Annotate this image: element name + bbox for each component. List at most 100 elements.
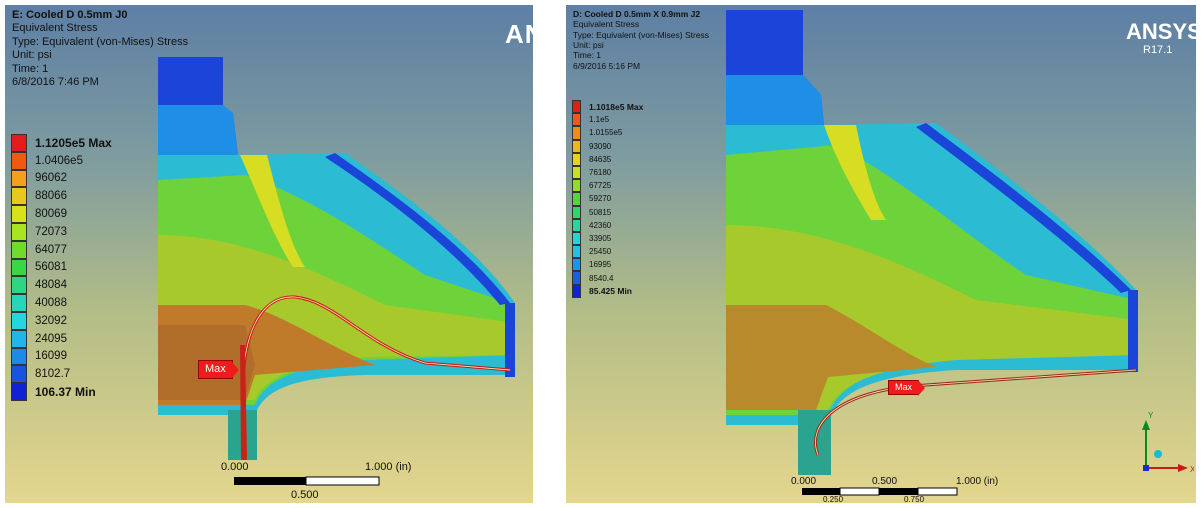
legend-label: 1.1e5 — [589, 115, 610, 125]
result-quantity: Equivalent Stress — [573, 19, 640, 30]
result-header: D: Cooled D 0.5mm X 0.9mm J2 Equivalent … — [573, 9, 709, 71]
legend-swatch — [11, 329, 27, 348]
scale-zero-label: 0.000 — [221, 461, 249, 473]
legend-entry: 25450 — [572, 245, 643, 259]
legend-label: 67725 — [589, 181, 612, 191]
legend-swatch — [11, 222, 27, 241]
scale-bar — [802, 487, 958, 496]
legend-swatch — [11, 151, 27, 170]
legend-swatch — [11, 383, 27, 401]
result-timestamp: 6/9/2016 5:16 PM — [573, 60, 641, 71]
max-probe-label[interactable]: Max — [888, 380, 920, 395]
legend-entry: 84635 — [572, 152, 643, 166]
legend-entry: 24095 — [11, 329, 112, 348]
legend-entry: 64077 — [11, 240, 112, 259]
legend-entry: 16995 — [572, 258, 643, 272]
result-unit: Unit: psi — [12, 49, 52, 62]
legend-entry: 50815 — [572, 205, 643, 219]
scale-end-label: 1.000 (in) — [365, 461, 412, 473]
legend-label: 42360 — [589, 220, 612, 230]
result-timestamp: 6/8/2016 7:46 PM — [12, 76, 99, 89]
scale-end-label: 1.000 (in) — [956, 476, 999, 487]
legend-label: 96062 — [35, 172, 67, 185]
legend-label: 25450 — [589, 247, 612, 257]
scale-bar — [234, 476, 380, 486]
legend-swatch — [11, 240, 27, 259]
result-time: Time: 1 — [12, 62, 49, 75]
viewport-right[interactable]: D: Cooled D 0.5mm X 0.9mm J2 Equivalent … — [566, 5, 1196, 503]
legend-label: 85.425 Min — [589, 286, 632, 297]
legend-label: 8102.7 — [35, 368, 71, 381]
legend-swatch — [572, 179, 581, 193]
legend-swatch — [11, 276, 27, 295]
legend-entry: 72073 — [11, 222, 112, 241]
legend-label: 24095 — [35, 332, 67, 345]
legend-label: 64077 — [35, 243, 67, 256]
legend-label: 56081 — [35, 261, 67, 274]
legend-entry: 48084 — [11, 276, 112, 295]
axis-triad[interactable]: Y X — [1134, 410, 1194, 482]
result-type: Type: Equivalent (von-Mises) Stress — [573, 29, 710, 40]
legend-swatch — [11, 311, 27, 330]
legend-swatch — [572, 205, 581, 219]
stress-contour-model-right — [726, 10, 1138, 475]
legend-entry: 106.37 Min — [11, 383, 112, 401]
legend-label: 80069 — [35, 208, 67, 221]
legend-entry: 33905 — [572, 231, 643, 246]
legend-entry: 1.1e5 — [572, 113, 643, 127]
axis-y-label: Y — [1148, 411, 1154, 420]
legend-swatch — [572, 139, 581, 153]
legend-label: 1.1018e5 Max — [589, 101, 644, 112]
legend-entry: 56081 — [11, 258, 112, 277]
legend-swatch — [572, 126, 581, 140]
legend-swatch — [572, 152, 581, 166]
legend-label: 106.37 Min — [35, 385, 96, 400]
result-header: E: Cooled D 0.5mm J0 Equivalent Stress T… — [12, 9, 188, 89]
result-title: D: Cooled D 0.5mm X 0.9mm J2 — [573, 9, 701, 19]
legend-entry: 93090 — [572, 139, 643, 153]
legend-swatch — [572, 231, 581, 246]
result-type: Type: Equivalent (von-Mises) Stress — [12, 35, 189, 48]
legend-entry: 16099 — [11, 347, 112, 366]
ansys-version: R17.1 — [1143, 44, 1173, 56]
legend-swatch — [572, 192, 581, 206]
legend-swatch — [572, 271, 581, 285]
scale-mid-label: 0.500 — [291, 489, 319, 501]
legend-entry: 1.1018e5 Max — [572, 100, 644, 114]
color-legend[interactable]: 1.1205e5 Max 1.0406e5 96062 88066 80069 72073… — [11, 134, 112, 401]
legend-entry: 85.425 Min — [572, 284, 643, 298]
viewport-left[interactable]: E: Cooled D 0.5mm J0 Equivalent Stress T… — [5, 5, 533, 503]
stress-contour-model-left — [158, 57, 515, 460]
color-legend[interactable]: 1.1018e5 Max 1.1e5 1.0155e5 93090 84635 76180… — [572, 100, 643, 298]
legend-label: 84635 — [589, 154, 612, 164]
legend-label: 16099 — [35, 350, 67, 363]
legend-swatch — [11, 294, 27, 312]
legend-entry: 8102.7 — [11, 365, 112, 384]
legend-label: 76180 — [589, 168, 612, 178]
scale-quarter-label: 0.250 — [823, 495, 844, 503]
legend-swatch — [572, 165, 581, 180]
legend-swatch — [11, 134, 27, 152]
legend-entry: 80069 — [11, 205, 112, 223]
scale-three-quarter-label: 0.750 — [904, 495, 925, 503]
legend-entry: 96062 — [11, 169, 112, 188]
legend-label: 50815 — [589, 207, 612, 217]
legend-swatch — [11, 205, 27, 223]
legend-label: 1.0406e5 — [35, 154, 83, 167]
legend-swatch — [11, 347, 27, 366]
scale-half-label: 0.500 — [872, 476, 898, 487]
result-title: E: Cooled D 0.5mm J0 — [12, 9, 128, 21]
legend-swatch — [572, 218, 581, 232]
legend-label: 72073 — [35, 225, 67, 238]
max-probe-label[interactable]: Max — [198, 360, 233, 379]
legend-entry: 42360 — [572, 218, 643, 232]
legend-entry: 40088 — [11, 294, 112, 312]
legend-entry: 32092 — [11, 311, 112, 330]
result-unit: Unit: psi — [573, 40, 604, 51]
legend-swatch — [11, 258, 27, 277]
result-quantity: Equivalent Stress — [12, 22, 98, 35]
legend-swatch — [11, 187, 27, 206]
legend-label: 40088 — [35, 297, 67, 310]
legend-entry: 59270 — [572, 192, 643, 206]
legend-label: 88066 — [35, 190, 67, 203]
